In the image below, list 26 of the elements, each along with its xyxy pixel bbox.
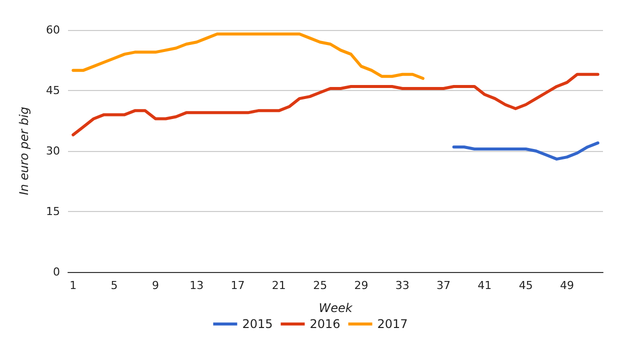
x-tick-label: 9 [152,279,159,292]
x-tick-label: 29 [354,279,368,292]
x-axis-title: Week [318,301,354,315]
x-tick-label: 45 [518,279,533,292]
line-series [452,141,600,161]
x-tick-label: 37 [436,279,451,292]
x-tick-label: 25 [313,279,328,292]
x-tick-label: 33 [395,279,410,292]
y-tick-label: 15 [46,205,60,218]
legend-label: 2015 [242,317,273,331]
legend-label: 2017 [377,317,408,331]
legend-label: 2016 [310,317,340,331]
y-tick-label: 0 [53,266,60,278]
x-tick-label: 41 [478,279,492,292]
y-tick-label: 30 [46,144,60,158]
line-series [72,72,600,136]
x-tick-label: 1 [70,279,77,292]
y-tick-label: 60 [46,24,60,36]
x-tick-label: 21 [272,279,286,292]
y-axis-title: In euro per big [17,106,31,196]
line-series [72,32,424,80]
x-tick-label: 13 [190,279,204,292]
x-tick-label: 49 [560,279,574,292]
x-tick-label: 5 [110,279,118,292]
y-tick-label: 45 [46,84,60,97]
x-tick-label: 17 [230,279,245,292]
